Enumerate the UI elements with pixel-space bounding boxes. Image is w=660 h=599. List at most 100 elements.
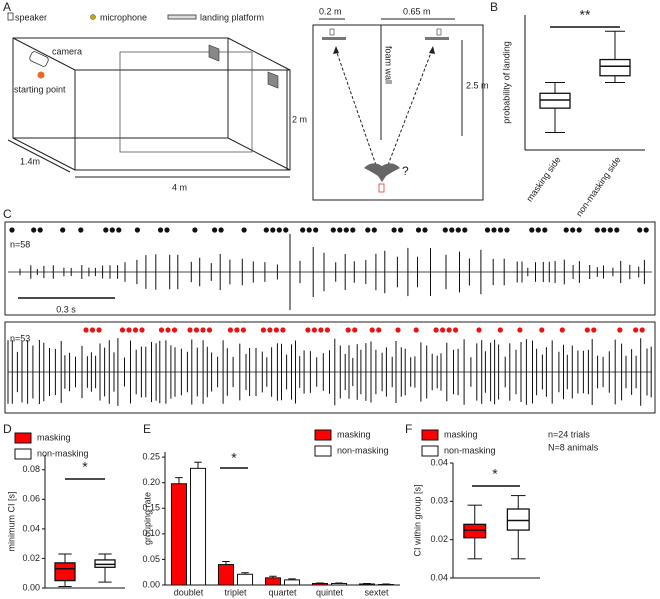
y-tick-label: 0.06 [22,494,40,504]
x-tick-label: non-masking side [574,155,623,219]
legend-text: microphone [100,12,147,22]
call-dot [415,227,422,233]
room-diagram: camera starting point 1.4m 4 m 2 m [7,37,307,192]
call-dot [234,327,240,333]
error-bar [241,572,249,575]
call-dot [591,327,597,333]
y-tick-label: 0.02 [430,534,448,544]
call-dot [134,227,140,233]
arrow-head [333,46,339,54]
call-dot [639,327,645,333]
y-tick-label: 0.04 [430,572,448,582]
call-dot [330,227,336,233]
y-tick-label: 0.08 [22,464,40,474]
top-view: foam wall 0.2 m 0.65 m 2.5 m ? [312,6,489,201]
call-dot [517,327,523,333]
box [506,508,530,531]
call-dot [633,327,639,333]
call-dot [212,227,218,233]
call-dot [455,227,461,233]
call-dot [305,327,311,333]
flight-arrow [387,49,433,166]
error-bar [222,560,230,565]
platform-icon [167,14,197,20]
call-dot [497,227,504,233]
x-tick-label: quintet [316,587,344,597]
call-dot [563,227,569,233]
call-dot [171,327,178,333]
call-dot [192,227,198,233]
room-edge [227,37,291,71]
call-dot [504,227,510,233]
platform [322,37,346,40]
room-edge [12,137,76,171]
call-dot [570,227,576,233]
call-dot [446,327,452,333]
panel-label: C [3,207,12,221]
waveform [19,234,645,310]
call-dot [529,227,535,233]
call-dot [165,327,171,333]
call-dot [313,227,319,233]
call-dot [227,327,233,333]
y-tick-label: 0.05 [142,554,160,564]
call-dot [542,227,548,233]
x-tick-label: doublet [174,587,204,597]
call-dot [369,327,375,333]
panel-label: A [3,0,11,14]
y-tick-label: 0.04 [430,457,448,467]
speaker-icon [436,28,442,36]
significance: * [82,459,88,475]
bar [311,582,328,586]
call-dot [300,227,306,233]
call-dot [37,227,43,233]
call-dot [83,327,89,333]
error-bar [363,582,371,584]
trace-frame [4,321,656,414]
y-tick-label: 0.04 [22,523,40,533]
y-tick-label: 0.00 [142,579,160,589]
note: N=8 animals [548,442,599,452]
call-dot [462,227,468,233]
call-dot [584,327,590,333]
call-dot [337,227,343,233]
bar [237,573,254,586]
starting-point [37,71,45,79]
error-bar [194,461,202,469]
legend-swatch [314,429,332,441]
chart: probability of landing ** masking side non-… [501,7,645,219]
call-dot [352,327,358,333]
legend-label: masking [444,429,478,439]
legend-label: masking [337,429,371,439]
waveform [7,338,652,406]
call-dot [350,227,356,233]
call-dot [324,327,330,333]
box [599,58,631,77]
call-dot [103,227,109,233]
setup-legend: speaker microphone landing platform [7,12,264,22]
call-dot [193,327,200,333]
call-dot [306,227,312,233]
y-tick-label: 0.03 [430,496,448,506]
bar [264,577,281,586]
dimension-label: 0.65 m [403,6,431,16]
y-axis-label: CI within group [s] [412,484,422,556]
y-tick-label: 0.15 [142,503,160,513]
call-dot [267,327,273,333]
room-edge [227,137,291,171]
trace-label: n=53 [10,333,30,343]
call-dot [126,327,132,333]
call-dot [559,327,565,333]
call-dot [376,327,382,333]
y-axis-label: probability of landing [501,41,511,124]
y-tick-label: 0.25 [142,451,160,461]
bat [364,163,400,182]
bar [284,579,301,586]
call-dot [139,327,145,333]
panel-label: D [3,422,12,436]
call-dot [539,327,545,333]
call-dot [132,327,139,333]
call-dot [601,227,607,233]
bar [358,583,375,586]
arrow-head [429,46,435,54]
